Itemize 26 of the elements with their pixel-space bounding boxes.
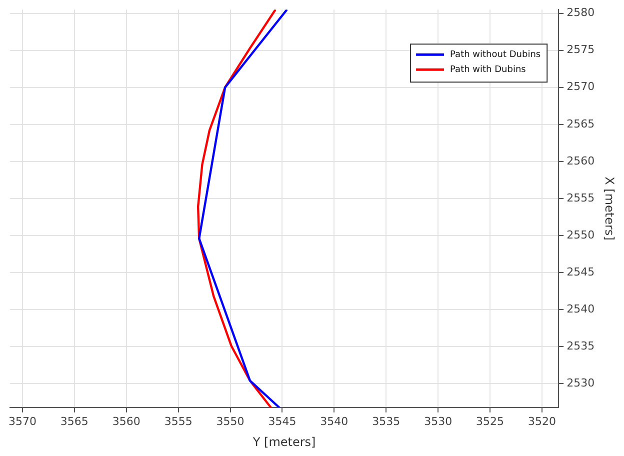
y-tick-label: 2555 — [566, 191, 595, 204]
legend-label: Path with Dubins — [450, 64, 526, 75]
y-tick-label: 2575 — [566, 43, 595, 56]
y-tick-label: 2530 — [566, 376, 595, 390]
x-tick-label: 3555 — [164, 414, 192, 428]
legend-label: Path without Dubins — [450, 50, 541, 60]
x-tick-label: 3545 — [268, 414, 296, 428]
y-tick-label: 2535 — [566, 340, 595, 353]
x-tick-label: 3570 — [8, 414, 36, 428]
x-tick-label: 3525 — [476, 414, 504, 428]
x-axis-title: Y [meters] — [252, 434, 316, 449]
x-tick-label: 3565 — [60, 414, 88, 428]
y-tick-label: 2580 — [566, 6, 595, 20]
y-tick-label: 2545 — [566, 265, 595, 278]
x-tick-label: 3550 — [216, 414, 244, 428]
y-tick-label: 2570 — [566, 80, 595, 94]
y-tick-label: 2540 — [566, 302, 595, 316]
x-tick-label: 3560 — [112, 414, 140, 428]
y-axis-title: X [meters] — [602, 176, 617, 240]
x-tick-label: 3530 — [424, 414, 452, 428]
y-tick-label: 2550 — [566, 228, 595, 242]
y-tick-label: 2560 — [566, 154, 595, 168]
y-tick-label: 2565 — [566, 117, 595, 130]
x-tick-label: 3520 — [528, 414, 556, 428]
x-tick-label: 3535 — [372, 414, 400, 428]
x-tick-label: 3540 — [320, 414, 348, 428]
